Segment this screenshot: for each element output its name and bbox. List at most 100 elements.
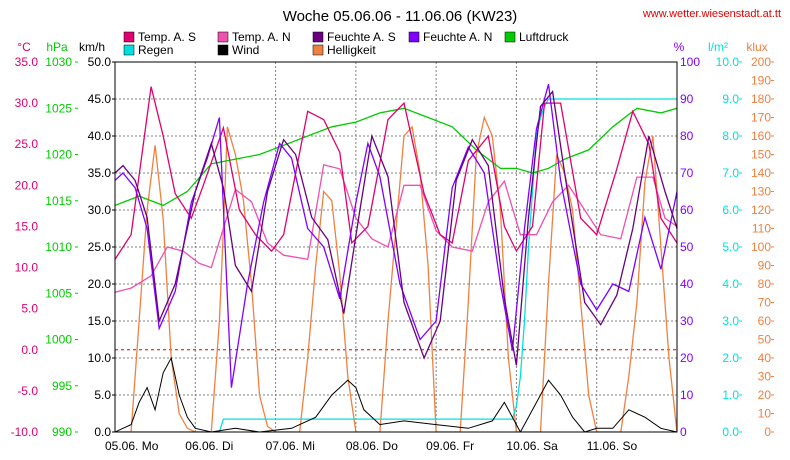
pressure-axis-tick-label: 1010 (45, 240, 72, 254)
legend-swatch (312, 31, 324, 43)
temp-axis-tick-label: 10.0 (15, 261, 39, 275)
light-axis-tick-label: 30 (758, 370, 772, 384)
x-tick-label: 07.06. Mi (266, 439, 315, 453)
axis-titles: °C hPa km/h% l/m² klux (17, 40, 767, 54)
x-tick-label: 10.06. Sa (506, 439, 558, 453)
legend-label: Luftdruck (519, 30, 569, 44)
temp-axis-tick-label: 20.0 (15, 178, 39, 192)
light-axis-tick-label: 10 (758, 407, 772, 421)
axis-unit-label: hPa (46, 40, 68, 54)
light-axis-tick-label: 0 (764, 425, 771, 439)
legend-swatch (504, 31, 516, 43)
temp-axis-tick-label: 25.0 (15, 137, 39, 151)
x-tick-label: 05.06. Mo (105, 439, 159, 453)
humidity-axis-tick-label: 90 (680, 92, 694, 106)
humidity-axis-tick-label: 40 (680, 277, 694, 291)
pressure-axis-tick-label: 1000 (45, 333, 72, 347)
humidity-axis-tick-label: 0 (680, 425, 687, 439)
light-axis-tick-label: 80 (758, 277, 772, 291)
wind-axis-tick-label: 30.0 (88, 203, 112, 217)
light-axis-tick-label: 120 (751, 203, 771, 217)
temp-axis-tick-label: 30.0 (15, 96, 39, 110)
pressure-axis-tick-label: 1005 (45, 286, 72, 300)
rain-axis-tick-label: 10.0 (716, 55, 740, 69)
chart-title: Woche 05.06.06 - 11.06.06 (KW23) (283, 8, 518, 25)
series-line-temp-a-n (115, 163, 677, 293)
legend-label: Regen (138, 43, 173, 57)
light-axis-tick-label: 70 (758, 296, 772, 310)
series-line-temp-a-s (115, 86, 677, 260)
light-axis-tick-label: 190 (751, 74, 771, 88)
legend-label: Helligkeit (327, 43, 376, 57)
x-tick-label: 11.06. So (587, 439, 638, 453)
temp-axis-tick-label: 0.0 (21, 343, 38, 357)
humidity-axis-tick-label: 30 (680, 314, 694, 328)
plot-area (115, 84, 677, 432)
light-axis-tick-label: 170 (751, 111, 771, 125)
legend-label: Temp. A. N (232, 30, 291, 44)
axis-unit-label: klux (746, 40, 767, 54)
light-axis-tick-label: 90 (758, 259, 772, 273)
right-axes: 100908070605040302010010.09.08.07.06.05.… (680, 55, 774, 439)
light-axis-tick-label: 160 (751, 129, 771, 143)
series-line-wind (115, 356, 677, 432)
series-line-luftdruck (115, 107, 677, 207)
light-axis-tick-label: 130 (751, 185, 771, 199)
light-axis-tick-label: 200 (751, 55, 771, 69)
rain-axis-tick-label: 5.0 (722, 240, 739, 254)
legend-label: Wind (232, 43, 259, 57)
wind-axis-tick-label: 35.0 (88, 166, 112, 180)
humidity-axis-tick-label: 100 (680, 55, 700, 69)
rain-axis-tick-label: 4.0 (722, 277, 739, 291)
legend-label: Feuchte A. N (423, 30, 492, 44)
rain-axis-tick-label: 0.0 (722, 425, 739, 439)
series-line-helligkeit (115, 115, 677, 432)
legend-swatch (408, 31, 420, 43)
x-tick-label: 08.06. Do (346, 439, 398, 453)
wind-axis-tick-label: 45.0 (88, 92, 112, 106)
rain-axis-tick-label: 6.0 (722, 203, 739, 217)
wind-axis-tick-label: 5.0 (94, 388, 111, 402)
legend-swatch (123, 31, 135, 43)
rain-axis-tick-label: 2.0 (722, 351, 739, 365)
source-url: www.wetter.wiesenstadt.at.tt (642, 8, 781, 20)
humidity-axis-tick-label: 70 (680, 166, 694, 180)
light-axis-tick-label: 180 (751, 92, 771, 106)
light-axis-tick-label: 110 (752, 222, 771, 236)
axis-unit-label: % (674, 40, 685, 54)
temp-axis-tick-label: -5.0 (17, 384, 38, 398)
rain-axis-tick-label: 8.0 (722, 129, 739, 143)
pressure-axis-tick-label: 1020 (45, 148, 72, 162)
pressure-axis-tick-label: 1030 (45, 55, 72, 69)
wind-axis-tick-label: 15.0 (88, 314, 112, 328)
legend-swatch (123, 44, 135, 56)
pressure-axis-tick-label: 990 (52, 425, 72, 439)
humidity-axis-tick-label: 80 (680, 129, 694, 143)
wind-axis-tick-label: 0.0 (94, 425, 111, 439)
series-line-feuchte-a-s (115, 90, 677, 366)
light-axis-tick-label: 150 (751, 148, 771, 162)
wind-axis-tick-label: 10.0 (88, 351, 112, 365)
axis-unit-label: °C (17, 40, 31, 54)
left-axes: 35.0 30.0 25.0 20.0 15.0 10.0 5.0 0.0 -5.0 -10.0 1… (11, 55, 115, 439)
temp-axis-tick-label: 5.0 (21, 302, 38, 316)
x-tick-label: 06.06. Di (185, 439, 233, 453)
legend-label: Temp. A. S (138, 30, 196, 44)
wind-axis-tick-label: 40.0 (88, 129, 112, 143)
humidity-axis-tick-label: 20 (680, 351, 694, 365)
legend-swatch (312, 44, 324, 56)
axis-unit-label: km/h (79, 40, 105, 54)
rain-axis-tick-label: 3.0 (722, 314, 739, 328)
light-axis-tick-label: 50 (758, 333, 772, 347)
light-axis-tick-label: 40 (758, 351, 772, 365)
pressure-axis-tick-label: 1025 (45, 101, 72, 115)
series-line-regen (115, 98, 677, 432)
wind-axis-tick-label: 20.0 (88, 277, 112, 291)
plot-frame (114, 61, 678, 433)
temp-axis-tick-label: 15.0 (15, 219, 39, 233)
light-axis-tick-label: 140 (751, 166, 771, 180)
legend: Temp. A. S Temp. A. N Feuchte A. S Feuchte … (123, 30, 569, 57)
humidity-axis-tick-label: 10 (680, 388, 694, 402)
temp-axis-tick-label: -10.0 (11, 425, 39, 439)
